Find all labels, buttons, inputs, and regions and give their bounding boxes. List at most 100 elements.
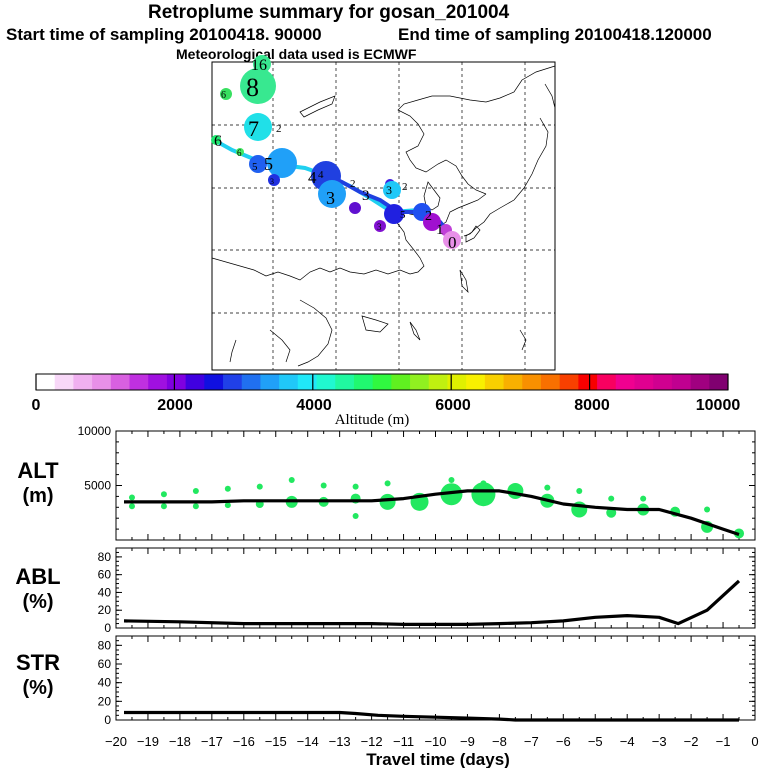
colorbar-swatch [241, 374, 261, 390]
scatter-point [192, 487, 199, 494]
x-tick-label: −19 [137, 734, 159, 749]
colorbar-swatch [129, 374, 149, 390]
trajectory-label: 3 [386, 183, 392, 197]
series-line [123, 579, 741, 626]
colorbar-swatch [709, 374, 729, 390]
y-tick-label: 20 [98, 694, 112, 708]
colorbar-swatch [690, 374, 710, 390]
y-tick-label: 60 [98, 568, 112, 582]
colorbar-swatch [484, 374, 505, 390]
x-tick-label: −10 [424, 734, 446, 749]
scatter-point [224, 502, 231, 509]
x-tick-label: −8 [492, 734, 507, 749]
series-line [124, 710, 739, 722]
scatter-point [640, 495, 647, 502]
colorbar-tick: 0 [32, 397, 41, 414]
scatter-point [192, 503, 199, 510]
trajectory-marker [240, 68, 276, 104]
colorbar-tick: 4000 [296, 397, 332, 414]
trajectory-marker [268, 174, 280, 186]
x-tick-label: −16 [233, 734, 255, 749]
scatter-point [606, 507, 617, 518]
scatter-point [576, 487, 583, 494]
y-tick-label: 40 [98, 585, 112, 599]
colorbar-swatch [54, 374, 74, 390]
colorbar-label: Altitude (m) [335, 412, 410, 428]
colorbar-tick: 2000 [157, 397, 193, 414]
colorbar-swatch [653, 374, 673, 390]
trajectory-label: 3 [362, 188, 370, 204]
end-time-label: End time of sampling 20100418.120000 [398, 25, 712, 44]
alt-panel: 5000 10000 [78, 424, 756, 541]
trajectory-marker [267, 148, 297, 178]
scatter-point [160, 503, 167, 510]
trajectory-label: 0 [448, 233, 457, 252]
str-ylabel-unit: (%) [22, 677, 53, 699]
trajectory-label: 6 [221, 90, 226, 101]
scatter-point [704, 506, 711, 513]
y-tick-label: 60 [98, 657, 112, 671]
scatter-point [507, 482, 524, 499]
trajectory-label: 5 [400, 209, 406, 221]
scatter-point [384, 480, 391, 487]
x-tick-label: −5 [588, 734, 603, 749]
trajectory-marker [220, 88, 232, 100]
scatter-point [471, 482, 496, 507]
abl-ylabel-unit: (%) [22, 591, 53, 613]
panel-frame [115, 430, 756, 541]
colorbar-tick: 10000 [696, 397, 741, 414]
colorbar-swatch [297, 374, 318, 390]
met-data-label: Meteorological data used is ECMWF [176, 46, 417, 62]
x-tick-label: −15 [265, 734, 287, 749]
colorbar-swatch [260, 374, 280, 390]
colorbar-swatch [73, 374, 93, 390]
y-tick-label: 80 [98, 638, 112, 652]
scatter-point [128, 503, 135, 510]
y-tick-label: 80 [98, 550, 112, 564]
x-tick-label: 0 [751, 734, 758, 749]
scatter-point [288, 477, 295, 484]
colorbar-swatch [522, 374, 542, 390]
trajectory-label: 3 [377, 222, 382, 232]
scatter-point [352, 513, 359, 520]
colorbar-swatch [597, 374, 617, 390]
trajectory-marker [443, 231, 461, 249]
x-tick-label: −7 [524, 734, 539, 749]
trajectory-label: 2 [402, 181, 408, 193]
colorbar-tick: 8000 [574, 397, 610, 414]
trajectory-label: 2 [276, 123, 282, 135]
scatter-point [352, 483, 359, 490]
colorbar-swatch [110, 374, 131, 390]
trajectory-marker [244, 113, 272, 141]
x-tick-label: −12 [361, 734, 383, 749]
y-tick-label: 40 [98, 676, 112, 690]
x-tick-label: −18 [169, 734, 191, 749]
trajectory-label: 5 [252, 161, 258, 173]
trajectory-label: 6 [214, 133, 222, 150]
scatter-point [128, 494, 135, 501]
colorbar-swatch [671, 374, 692, 390]
trajectory-label: 7 [248, 116, 259, 141]
trajectory-map: 0 1 2 3 4 5 6 7 8 16 6 2 3 2 3 3 2 5 3 4… [211, 55, 556, 371]
colorbar-swatch [372, 374, 392, 390]
trajectory-marker [318, 180, 346, 208]
colorbar-swatch [335, 374, 355, 390]
colorbar-swatch [223, 374, 243, 390]
trajectory-marker [253, 55, 271, 73]
colorbar-swatch [391, 374, 411, 390]
y-tick-label: 10000 [78, 424, 112, 438]
start-time-label: Start time of sampling 20100418. 90000 [6, 25, 322, 44]
trajectory-marker [249, 155, 267, 173]
colorbar-swatch [540, 374, 561, 390]
colorbar-swatch [428, 374, 448, 390]
abl-panel: 0 20 40 60 80 [98, 547, 756, 635]
colorbar-swatch [634, 374, 654, 390]
trajectory-marker [236, 148, 244, 156]
x-tick-label: −6 [556, 734, 571, 749]
trajectory-label: 3 [270, 177, 274, 186]
scatter-point [448, 477, 455, 484]
str-ylabel: STR [16, 650, 60, 675]
scatter-point [224, 485, 231, 492]
x-tick-label: −2 [684, 734, 699, 749]
y-tick-label: 0 [104, 621, 111, 635]
